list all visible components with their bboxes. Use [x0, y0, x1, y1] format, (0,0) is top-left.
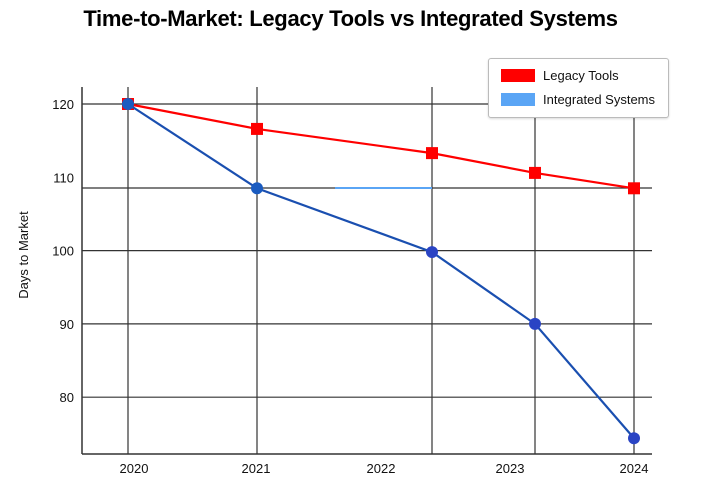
chart-title: Time-to-Market: Legacy Tools vs Integrat…: [83, 6, 618, 31]
y-tick-label-80: 80: [60, 390, 74, 405]
legend-label-integrated: Integrated Systems: [543, 92, 655, 107]
legacy-point-2022: [426, 147, 438, 160]
x-tick-label-2023: 2023: [496, 461, 525, 476]
legend-swatch-integrated: [501, 93, 535, 106]
y-tick-label-120: 120: [52, 97, 74, 112]
x-tick-label-2022: 2022: [367, 461, 396, 476]
y-tick-label-100: 100: [52, 244, 74, 259]
legacy-point-2024: [628, 182, 640, 195]
legend-swatch-legacy: [501, 69, 535, 82]
series-line-1: [127, 103, 635, 439]
legacy-point-2023: [529, 166, 541, 179]
legend-item-integrated: Integrated Systems: [501, 92, 655, 107]
integrated-point-2023: [529, 317, 541, 330]
legend-item-legacy: Legacy Tools: [501, 68, 619, 83]
x-tick-label-2021: 2021: [242, 461, 271, 476]
legend-label-legacy: Legacy Tools: [543, 68, 619, 83]
y-tick-label-90: 90: [60, 317, 74, 332]
y-axis-label: Days to Market: [16, 211, 31, 299]
legacy-point-2021: [251, 122, 263, 135]
x-tick-label-2020: 2020: [120, 461, 149, 476]
legend: Legacy Tools Integrated Systems: [488, 58, 669, 118]
x-tick-label-2024: 2024: [620, 461, 649, 476]
integrated-point-2021: [251, 182, 263, 195]
integrated-point-2024: [628, 432, 640, 445]
integrated-point-2020: [122, 98, 134, 110]
y-tick-label-110: 110: [53, 170, 74, 185]
integrated-point-2022: [426, 246, 438, 259]
